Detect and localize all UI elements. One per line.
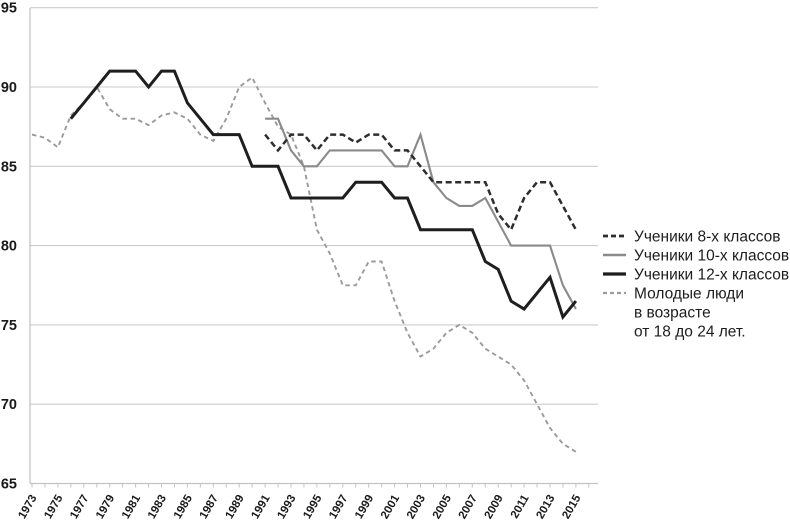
- legend-label: в возрасте: [634, 305, 711, 322]
- x-tick-label: 1989: [224, 493, 247, 521]
- legend-label: Молодые люди: [634, 286, 744, 303]
- x-tick-label: 1975: [42, 492, 65, 521]
- series-line-4: [31, 76, 577, 453]
- x-tick-label: 1979: [94, 493, 117, 521]
- x-tick-label: 2009: [483, 493, 506, 521]
- y-tick-label: 65: [1, 477, 17, 493]
- x-tick-label: 2013: [534, 493, 557, 521]
- y-tick-label: 85: [1, 159, 17, 175]
- y-tick-label: 90: [1, 80, 17, 96]
- y-tick-label: 70: [1, 397, 17, 413]
- legend-label: Ученики 12-х классов: [634, 267, 789, 284]
- y-tick-label: 75: [1, 318, 17, 334]
- x-tick-label: 1973: [16, 493, 39, 521]
- x-tick-label: 1985: [172, 492, 195, 521]
- x-tick-label: 2001: [379, 492, 402, 521]
- legend-label: Ученики 10-х классов: [634, 248, 789, 265]
- x-tick-label: 2005: [431, 492, 454, 521]
- legend-label: от 18 до 24 лет.: [634, 324, 746, 341]
- series-line-3: [69, 69, 578, 321]
- x-tick-label: 2003: [405, 493, 428, 521]
- legend-label: Ученики 8-х классов: [634, 229, 781, 246]
- x-tick-label: 2011: [509, 492, 532, 520]
- series-line-1: [264, 133, 577, 233]
- x-tick-label: 1999: [353, 493, 376, 521]
- x-tick-label: 1981: [120, 492, 143, 521]
- x-tick-label: 1983: [146, 493, 169, 521]
- series-line-2: [265, 117, 577, 310]
- y-tick-label: 80: [1, 239, 17, 255]
- x-tick-label: 1987: [198, 493, 221, 521]
- x-tick-label: 2007: [457, 493, 480, 521]
- x-tick-label: 1993: [275, 493, 298, 521]
- y-tick-label: 95: [1, 1, 17, 17]
- x-tick-label: 1997: [327, 493, 350, 521]
- x-tick-label: 2015: [560, 492, 583, 521]
- x-tick-label: 1991: [250, 492, 273, 521]
- x-tick-label: 1977: [68, 493, 91, 521]
- x-tick-label: 1995: [301, 492, 324, 521]
